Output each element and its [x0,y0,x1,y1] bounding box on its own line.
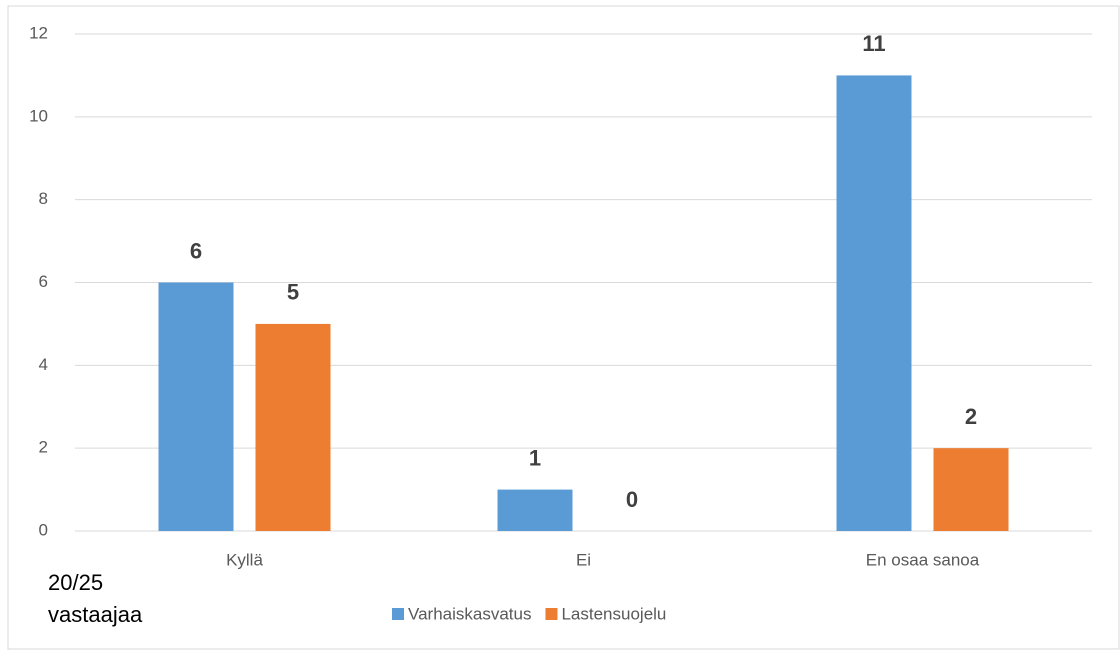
bar [933,448,1009,531]
y-tick-label: 4 [39,355,48,374]
value-label: 1 [529,445,541,470]
bar [158,282,234,531]
bar [836,75,912,532]
value-label: 11 [862,31,885,56]
x-tick-label: Kyllä [226,550,263,569]
value-label: 0 [626,487,638,512]
y-tick-label: 12 [29,23,48,42]
y-tick-label: 2 [39,438,48,457]
value-label: 6 [190,238,202,263]
y-tick-label: 10 [29,106,48,125]
y-tick-label: 6 [39,272,48,291]
y-tick-label: 8 [39,189,48,208]
x-tick-label: Ei [576,550,591,569]
annotation: 20/25 [48,570,103,595]
value-label: 2 [965,404,977,429]
y-tick-label: 0 [39,520,48,539]
legend-label: Varhaiskasvatus [408,604,531,623]
legend-swatch [392,608,404,620]
legend-swatch [545,608,558,620]
value-label: 5 [287,280,299,305]
x-tick-label: En osaa sanoa [866,550,980,569]
chart-border [7,5,1120,650]
annotation: vastaajaa [48,602,143,627]
bar [497,489,573,531]
bar [255,323,331,531]
legend-label: Lastensuojelu [561,604,666,623]
